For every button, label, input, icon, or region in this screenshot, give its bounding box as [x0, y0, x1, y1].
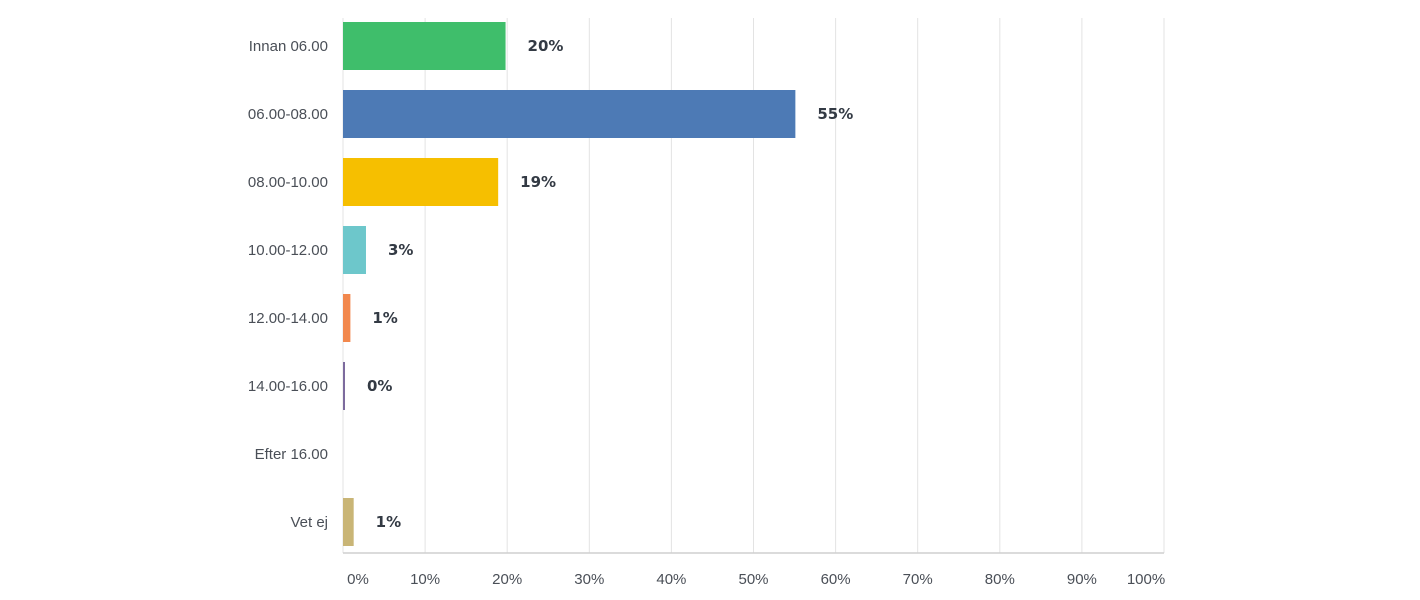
value-label: 1% — [372, 309, 397, 327]
bar[interactable] — [343, 90, 796, 138]
value-label: 3% — [388, 241, 413, 259]
category-label: Innan 06.00 — [249, 38, 328, 55]
category-labels: Innan 06.00 06.00-08.00 08.00-10.00 10.00-1… — [248, 38, 328, 531]
category-label: 10.00-12.00 — [248, 242, 328, 259]
bars — [343, 22, 796, 546]
bar[interactable] — [343, 498, 354, 546]
x-axis-ticks: 0% 10% 20% 30% 40% 50% 60% 70% 80% 90% 100% — [347, 571, 1165, 588]
x-tick-label: 90% — [1067, 571, 1097, 588]
category-label: Efter 16.00 — [255, 446, 328, 463]
category-label: Vet ej — [290, 514, 328, 531]
category-label: 08.00-10.00 — [248, 174, 328, 191]
bar[interactable] — [343, 22, 506, 70]
x-tick-label: 60% — [821, 571, 851, 588]
bar[interactable] — [343, 158, 499, 206]
bar[interactable] — [343, 294, 351, 342]
x-tick-label: 80% — [985, 571, 1015, 588]
x-tick-label: 10% — [410, 571, 440, 588]
x-tick-label: 0% — [347, 571, 369, 588]
value-label: 20% — [528, 37, 564, 55]
x-tick-label: 20% — [492, 571, 522, 588]
category-label: 14.00-16.00 — [248, 378, 328, 395]
x-tick-label: 40% — [656, 571, 686, 588]
category-label: 12.00-14.00 — [248, 310, 328, 327]
value-labels: 20% 55% 19% 3% 1% 0% 1% — [367, 37, 853, 531]
bar[interactable] — [343, 226, 366, 274]
x-tick-label: 70% — [903, 571, 933, 588]
value-label: 0% — [367, 377, 392, 395]
value-label: 1% — [376, 513, 401, 531]
category-label: 06.00-08.00 — [248, 106, 328, 123]
x-tick-label: 30% — [574, 571, 604, 588]
x-tick-label: 100% — [1127, 571, 1165, 588]
x-tick-label: 50% — [738, 571, 768, 588]
value-label: 19% — [520, 173, 556, 191]
value-label: 55% — [817, 105, 853, 123]
bar[interactable] — [343, 362, 345, 410]
